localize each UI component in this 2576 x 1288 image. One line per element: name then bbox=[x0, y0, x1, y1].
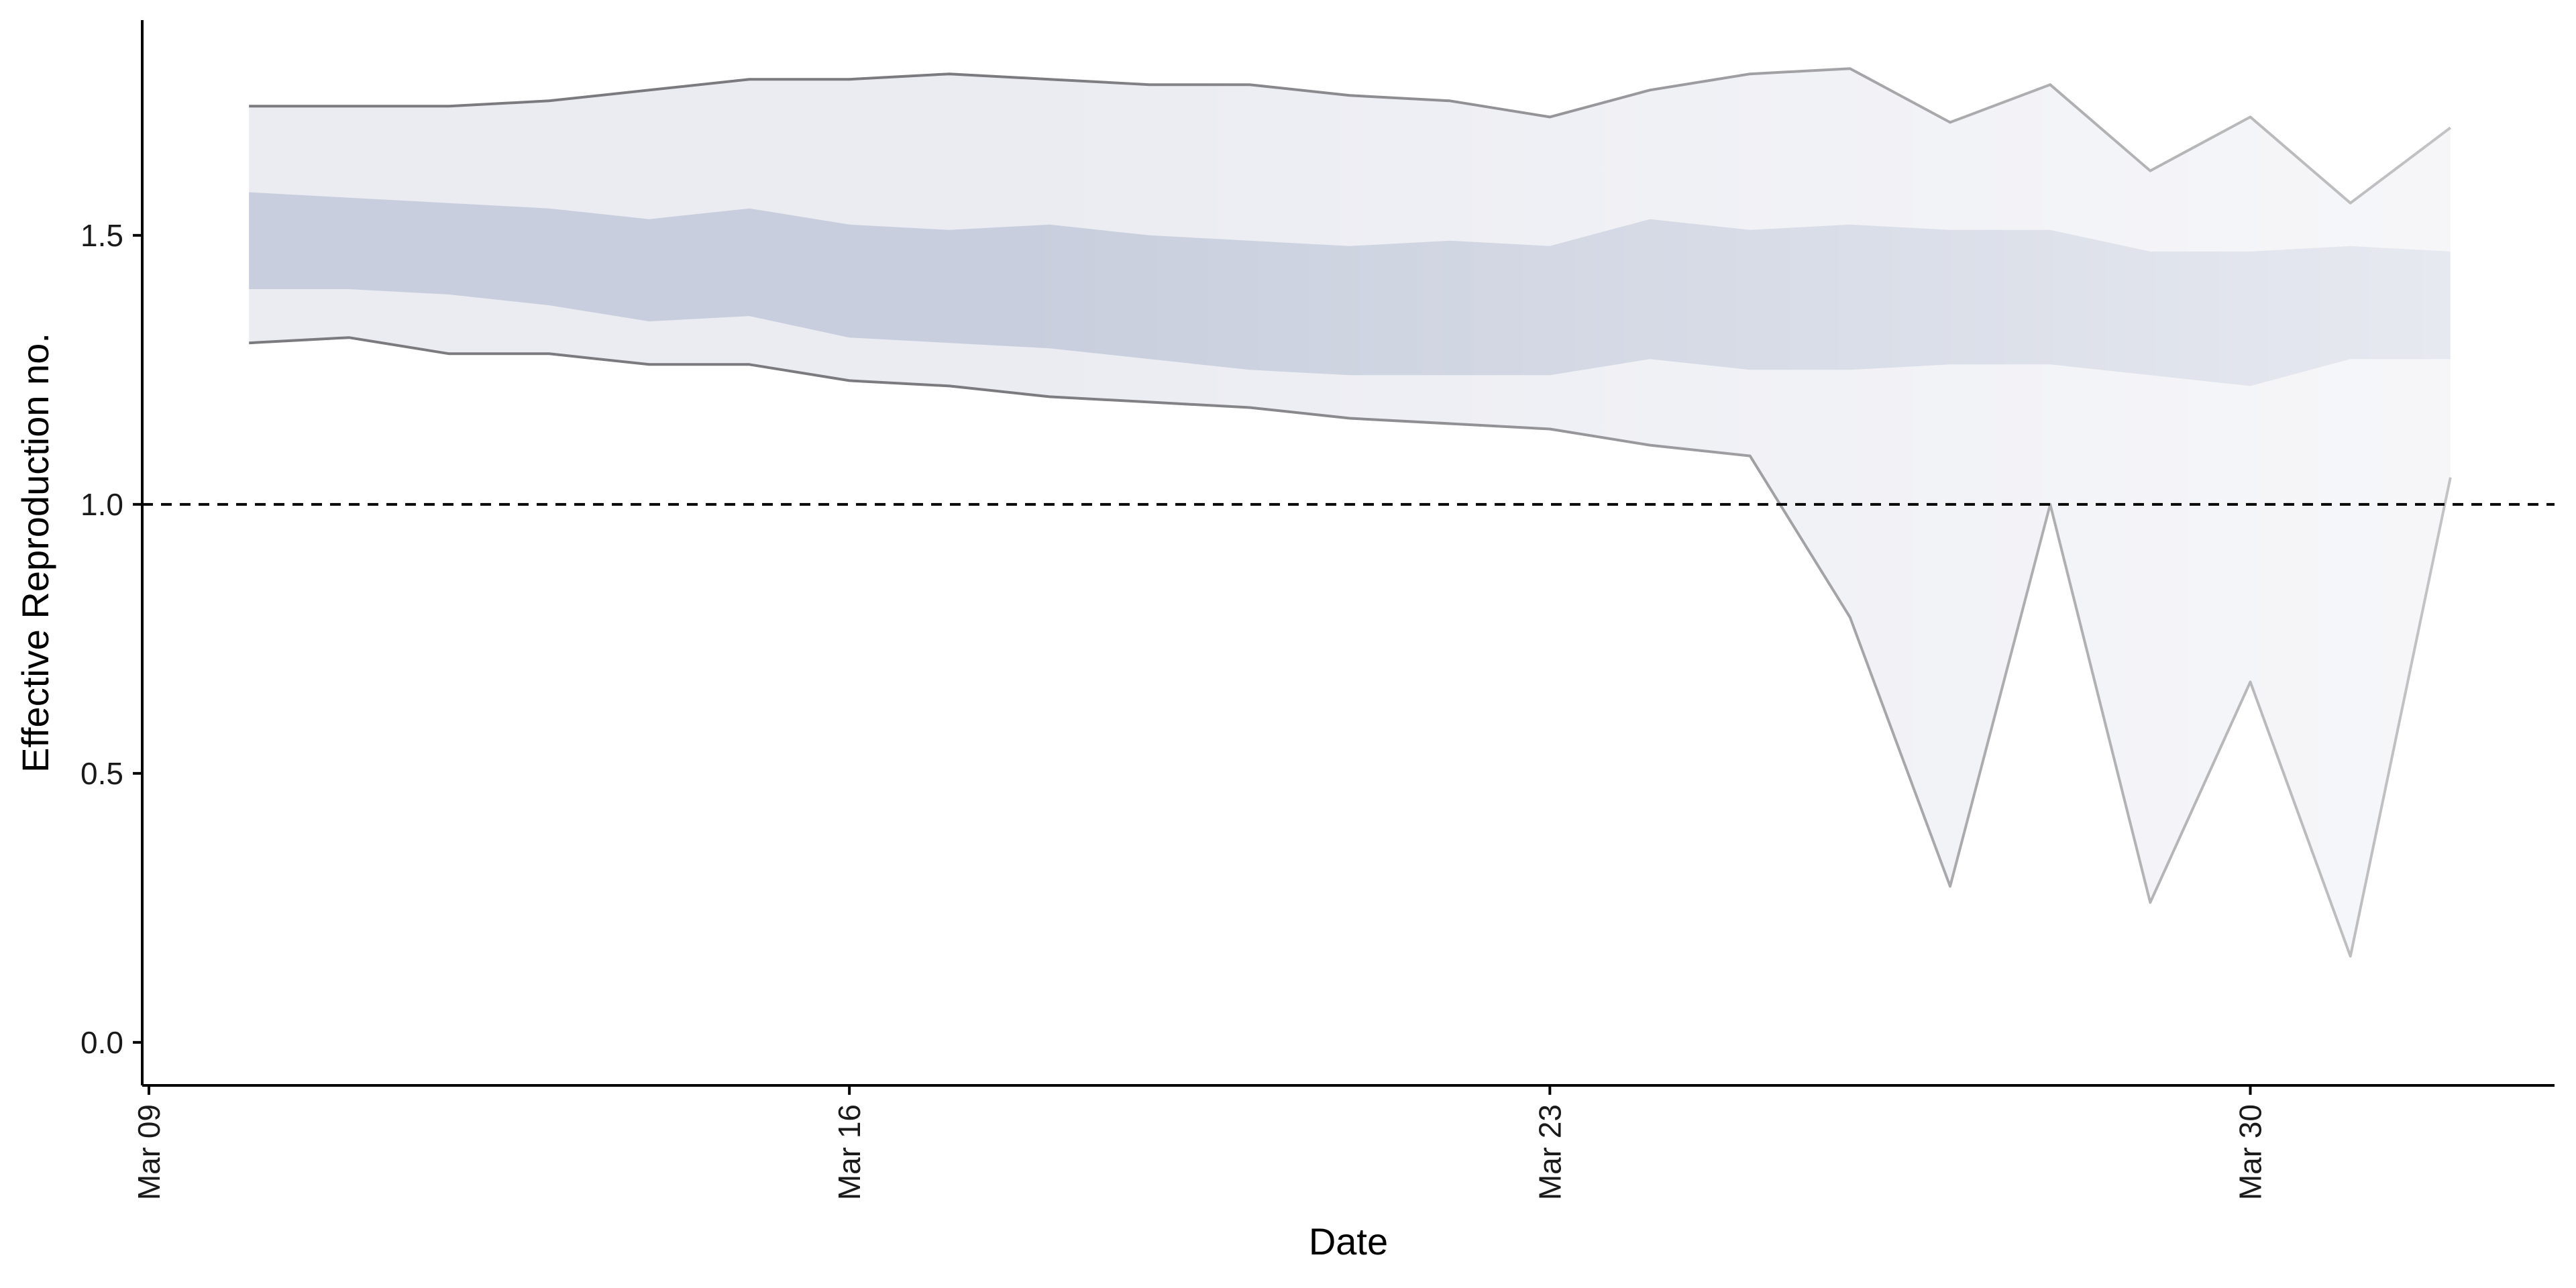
y-tick-label: 0.0 bbox=[80, 1025, 123, 1060]
outer-band bbox=[249, 68, 2451, 957]
y-tick-label: 0.5 bbox=[80, 756, 123, 791]
inner-band bbox=[249, 192, 2451, 386]
axes: 0.0 0.5 1.0 1.5 Mar 09 Mar 16 Mar 23 Mar 30 Date… bbox=[14, 20, 2555, 1263]
x-axis-title: Date bbox=[1309, 1220, 1388, 1263]
outer-upper-line bbox=[249, 67, 2452, 205]
x-tick-label: Mar 09 bbox=[131, 1104, 166, 1200]
x-tick-label: Mar 16 bbox=[832, 1104, 867, 1200]
x-tick-label: Mar 23 bbox=[1532, 1104, 1567, 1200]
outer-lower-line bbox=[249, 336, 2452, 958]
y-tick-label: 1.5 bbox=[80, 218, 123, 253]
y-axis-title: Effective Reproduction no. bbox=[14, 333, 56, 773]
y-tick-label: 1.0 bbox=[80, 487, 123, 522]
x-tick-label: Mar 30 bbox=[2233, 1104, 2268, 1200]
bands-group bbox=[249, 67, 2452, 958]
plot-area bbox=[142, 67, 2555, 958]
